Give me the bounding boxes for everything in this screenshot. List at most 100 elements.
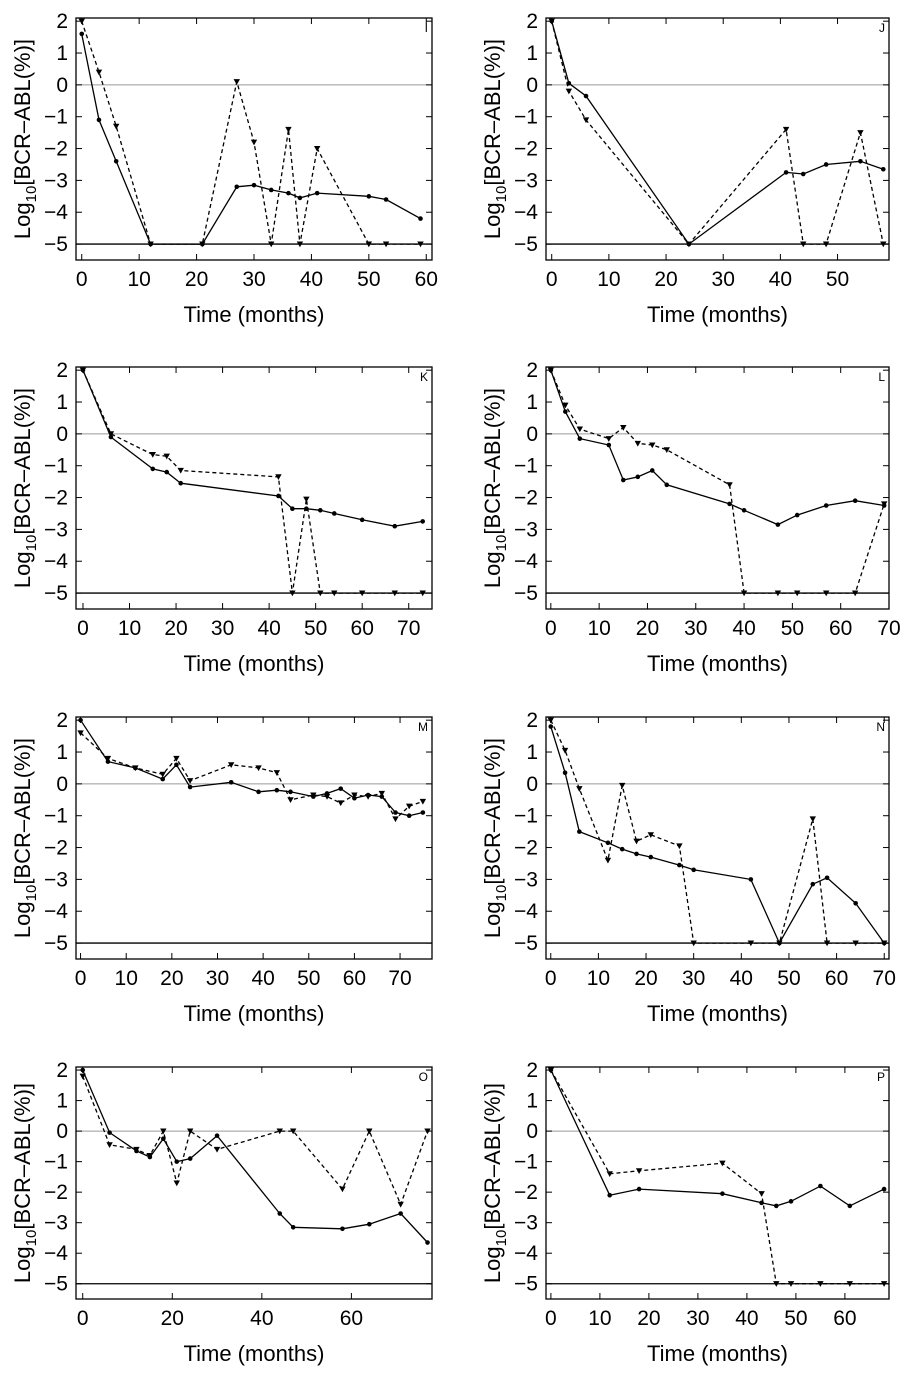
chart-3-series-1-point-2 <box>576 426 584 433</box>
chart-7-series-0-point-8 <box>847 1203 853 1209</box>
chart-7-y-tick-label-1: 1 <box>526 1090 538 1113</box>
chart-3-series-0-line <box>550 369 885 526</box>
chart-2-series-0-point-3 <box>164 469 170 475</box>
chart-2-panel-letter: K <box>420 370 428 384</box>
chart-6-series-1-point-10 <box>339 1186 346 1193</box>
chart-1-x-tick-label-5: 50 <box>826 268 849 291</box>
chart-6-series-1-point-7 <box>213 1146 221 1153</box>
chart-5-panel-letter: N <box>876 720 885 734</box>
chart-6-series-0-point-8 <box>277 1211 283 1216</box>
chart-6-y-tick-label-3: −1 <box>44 1151 68 1174</box>
chart-6-y-tick-label-7: −5 <box>44 1273 68 1296</box>
chart-0-y-axis-label-sub: 10 <box>23 186 40 203</box>
chart-0-y-tick-label-1: 1 <box>56 42 68 65</box>
chart-4-series-1-point-8 <box>273 770 281 776</box>
chart-3-series-1-point-8 <box>726 482 733 489</box>
chart-3-y-tick-label-1: 1 <box>526 391 538 414</box>
chart-4-x-tick-label-4: 40 <box>251 967 274 990</box>
chart-4-series-0-point-8 <box>274 787 280 793</box>
chart-1-series-0-point-8 <box>880 166 886 172</box>
chart-7-y-axis-label-rest: [BCR–ABL(%)] <box>480 1083 505 1230</box>
chart-7-series-1-point-3 <box>719 1160 726 1167</box>
chart-3-series-1-line <box>550 369 885 594</box>
chart-7-series-1-point-0 <box>547 1067 555 1074</box>
chart-2-series-1-point-11 <box>391 590 398 597</box>
chart-2-series-0-point-10 <box>359 517 365 523</box>
chart-6-y-axis-label: Log10[BCR–ABL(%)] <box>10 1083 40 1283</box>
chart-5-series-1-point-14 <box>881 940 888 947</box>
chart-6-series-1-point-12 <box>397 1201 404 1208</box>
chart-2-y-tick-label-3: −1 <box>44 455 68 478</box>
chart-4-plot-frame <box>75 716 433 960</box>
chart-5-x-tick-label-6: 60 <box>825 967 848 990</box>
chart-3-series-1-point-3 <box>605 436 613 442</box>
chart-2-series-0-point-2 <box>150 466 156 472</box>
chart-1-series-0-point-6 <box>823 162 829 167</box>
chart-7-x-tick-label-2: 20 <box>637 1307 660 1330</box>
chart-2-series-1-point-10 <box>358 590 366 597</box>
chart-1-y-tick-label-3: −1 <box>514 106 538 129</box>
chart-4-series-1-point-13 <box>351 792 358 799</box>
chart-7-series-1-point-2 <box>635 1168 643 1174</box>
chart-0-series-1-point-7 <box>268 241 275 248</box>
panel-m: 2 1 0 −1 −2 −3 −4 −5 0 10 20 30 40 50 60 70 M Time (month… <box>0 699 450 1039</box>
chart-0-series-1-point-12 <box>382 241 390 248</box>
chart-0-y-tick-label-6: −4 <box>44 201 68 224</box>
chart-0-series-0-point-12 <box>383 197 389 202</box>
chart-3-x-tick-label-0: 0 <box>545 617 557 640</box>
chart-7-y-tick-label-3: −1 <box>514 1151 538 1174</box>
chart-3-series-0-point-11 <box>794 512 800 518</box>
chart-0-y-tick-label-2: 0 <box>56 74 68 97</box>
chart-1-x-tick-label-1: 10 <box>597 268 620 291</box>
chart-5-y-axis-label-rest: [BCR–ABL(%)] <box>480 738 505 885</box>
chart-4-series-0-point-3 <box>160 776 166 782</box>
chart-7-y-axis-label: Log10[BCR–ABL(%)] <box>480 1083 510 1283</box>
chart-0-y-axis-label: Log10[BCR–ABL(%)] <box>10 39 40 239</box>
chart-2-series-1-line <box>82 369 423 594</box>
chart-1-series-0-point-7 <box>858 158 863 164</box>
chart-1-y-tick-label-5: −3 <box>514 169 538 192</box>
chart-6-series-0-point-6 <box>187 1156 193 1161</box>
chart-2-series-0-point-6 <box>290 506 295 511</box>
chart-5-y-tick-label-2: 0 <box>526 773 538 796</box>
chart-0-series-1-point-9 <box>296 241 304 248</box>
chart-1-y-tick-label-4: −2 <box>514 138 538 161</box>
chart-5-x-tick-label-0: 0 <box>545 967 557 990</box>
chart-2-x-tick-label-0: 0 <box>77 617 89 640</box>
chart-0-x-axis-label: Time (months) <box>184 302 325 327</box>
chart-6-y-tick-label-0: 2 <box>56 1059 68 1082</box>
chart-7-series-0-line <box>550 1069 885 1207</box>
chart-4-y-tick-label-2: 0 <box>56 773 68 796</box>
chart-0-x-tick-label-3: 30 <box>242 268 265 291</box>
chart-7-series-0-point-9 <box>881 1186 887 1192</box>
chart-7-panel-letter: P <box>877 1070 885 1084</box>
chart-7-series-0-point-6 <box>788 1199 794 1204</box>
chart-5-x-tick-label-1: 10 <box>587 967 610 990</box>
chart-1-series-1-point-4 <box>782 126 790 133</box>
chart-2-series-1-point-1 <box>107 431 115 438</box>
panel-i: 2 1 0 −1 −2 −3 −4 −5 0 10 20 30 40 50 60 I Time (months)… <box>0 0 450 340</box>
chart-2-series-1-point-3 <box>163 453 170 460</box>
chart-5-x-tick-label-3: 30 <box>682 967 705 990</box>
chart-5-series-0-point-0 <box>548 724 554 729</box>
panel-l: 2 1 0 −1 −2 −3 −4 −5 0 10 20 30 40 50 60 70 L Time (month… <box>470 349 907 689</box>
chart-0-series-0-point-6 <box>251 182 257 188</box>
chart-5-y-axis-label: Log10[BCR–ABL(%)] <box>480 738 510 938</box>
chart-3-y-axis-label-main: Log <box>480 551 505 588</box>
chart-6-y-axis-label-sub: 10 <box>23 1230 40 1247</box>
chart-2-y-tick-label-6: −4 <box>44 550 68 573</box>
chart-4-series-0-point-7 <box>256 789 261 795</box>
chart-0-x-tick-label-6: 60 <box>415 268 438 291</box>
chart-6-y-axis-label-rest: [BCR–ABL(%)] <box>10 1083 35 1230</box>
chart-1-y-tick-label-1: 1 <box>526 42 538 65</box>
chart-3-x-tick-label-4: 40 <box>732 617 755 640</box>
chart-7-series-0-point-5 <box>774 1203 779 1209</box>
chart-0-series-0-point-5 <box>234 184 240 190</box>
chart-5-y-tick-label-5: −3 <box>514 868 538 891</box>
chart-3-series-0-point-9 <box>741 507 747 513</box>
chart-1-y-axis-label: Log10[BCR–ABL(%)] <box>480 39 510 239</box>
chart-4-x-tick-label-2: 20 <box>160 967 183 990</box>
chart-7-x-tick-label-1: 10 <box>588 1307 611 1330</box>
